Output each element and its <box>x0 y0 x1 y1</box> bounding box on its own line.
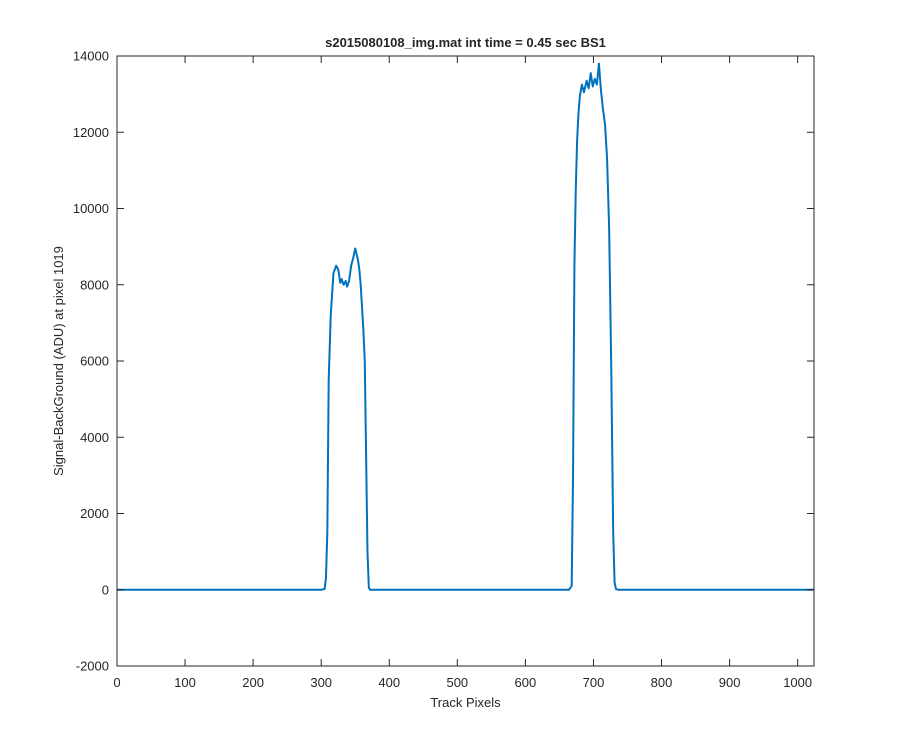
y-tick-label: 10000 <box>73 201 109 216</box>
axes-box <box>116 55 815 667</box>
x-tick-label: 100 <box>174 675 196 690</box>
x-tick-label: 0 <box>113 675 120 690</box>
x-tick-label: 700 <box>583 675 605 690</box>
y-tick-label: -2000 <box>76 659 109 674</box>
y-tick-label: 12000 <box>73 125 109 140</box>
x-tick-label: 900 <box>719 675 741 690</box>
y-tick-label: 0 <box>102 582 109 597</box>
y-tick-label: 2000 <box>80 506 109 521</box>
y-tick-label: 4000 <box>80 430 109 445</box>
series-line-0 <box>117 62 814 591</box>
x-tick-label: 600 <box>515 675 537 690</box>
plot-area <box>117 56 814 666</box>
x-tick-label: 1000 <box>783 675 812 690</box>
x-tick-label: 800 <box>651 675 673 690</box>
x-tick-label: 400 <box>378 675 400 690</box>
x-axis-label: Track Pixels <box>430 695 501 710</box>
x-tick-label: 500 <box>446 675 468 690</box>
ticks-group: 0 100 200 300 400 500 600 700 800 900 1000 -2000 0 20… <box>73 49 814 690</box>
chart-title: s2015080108_img.mat int time = 0.45 sec … <box>325 35 606 50</box>
x-tick-label: 300 <box>310 675 332 690</box>
y-tick-label: 14000 <box>73 49 109 64</box>
y-tick-label: 8000 <box>80 277 109 292</box>
x-tick-label: 200 <box>242 675 264 690</box>
series-group <box>117 62 814 591</box>
y-axis-label: Signal-BackGround (ADU) at pixel 1019 <box>51 246 66 476</box>
y-tick-label: 6000 <box>80 354 109 369</box>
